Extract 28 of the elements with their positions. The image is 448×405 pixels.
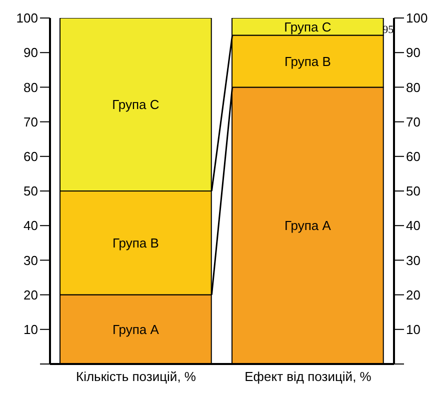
y-tick-label: 40: [24, 218, 38, 234]
series-label: Група В: [284, 54, 331, 69]
y-tick-label: 90: [24, 45, 38, 60]
text: Група В: [112, 236, 159, 251]
y2-tick-label: 50: [406, 184, 420, 199]
y2-tick-label: 80: [406, 80, 420, 95]
text: Група С: [112, 97, 160, 112]
y2-tick-label: 60: [406, 149, 420, 164]
y2-tick-label: 70: [406, 114, 420, 130]
y-tick-label: 50: [24, 184, 38, 199]
x-tick-label: Ефект від позицій, %: [244, 369, 372, 384]
y2-tick-label: 10: [406, 322, 420, 338]
y2-tick-label: 90: [406, 45, 420, 60]
y2-tick-label: 30: [406, 252, 420, 268]
series-label: Група С: [284, 19, 332, 34]
y2-tick-label: 20: [406, 287, 420, 302]
y-tick-label: 30: [24, 252, 38, 268]
series-label: Група А: [112, 322, 160, 338]
text: Група А: [284, 218, 331, 234]
y-tick-label: 100: [16, 10, 38, 26]
y-tick-label: 70: [24, 114, 38, 130]
y-tick-label: 10: [24, 322, 38, 338]
y2-tick-label: 100: [406, 10, 428, 26]
x-tick-label: Кількість позицій, %: [76, 369, 196, 384]
y-tick-label: 20: [24, 287, 38, 302]
y-tick-label: 80: [24, 80, 38, 95]
y2-tick-label: 40: [406, 218, 420, 234]
y-tick-label: 60: [24, 149, 38, 164]
